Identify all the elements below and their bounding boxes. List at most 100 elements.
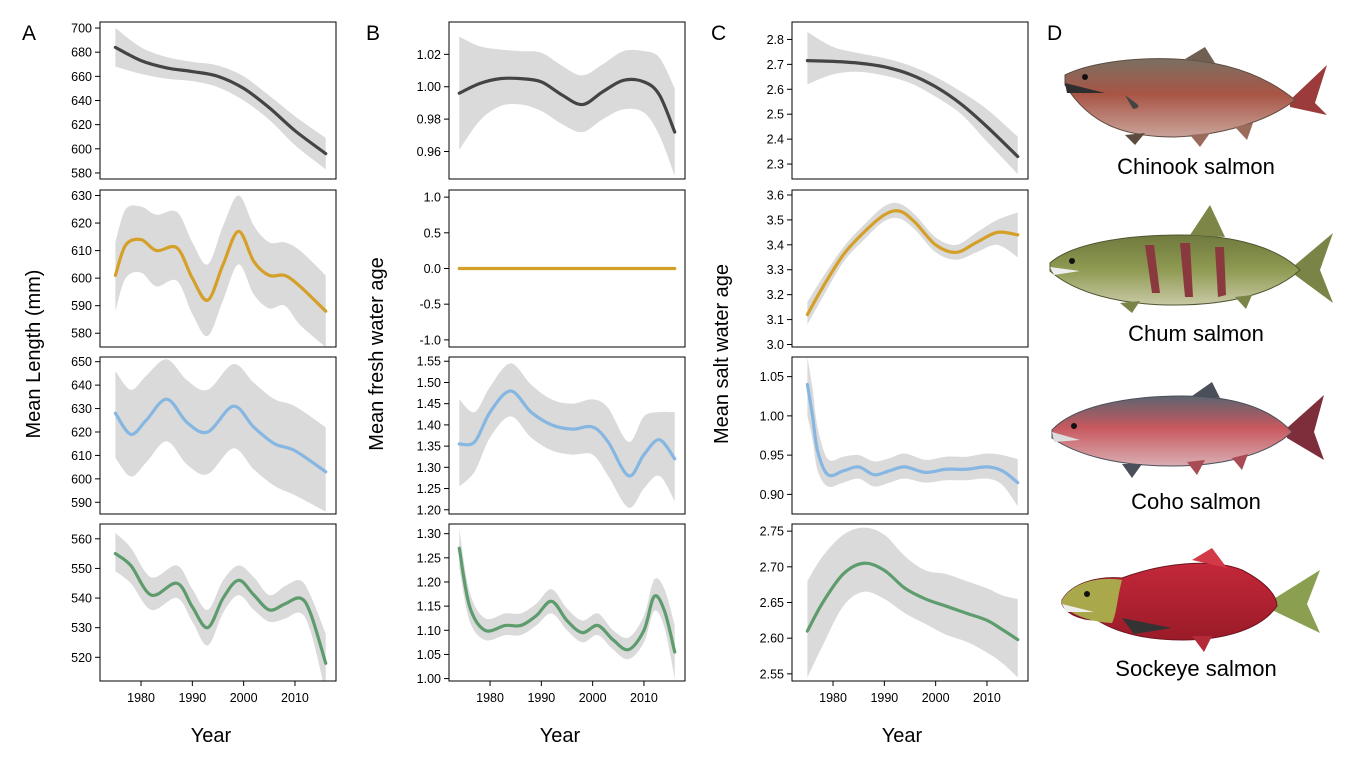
panel-b-coho-plot: 1.20 1.25 1.30 1.35 1.40 1.45 1.50 1.55 [417,355,686,517]
panel-c-sockeye-confidence-band [807,527,1018,678]
panel-b-chinook-trend-line [457,76,677,134]
x-axis-label-b: Year [540,725,581,747]
y-tick-label: 580 [71,327,92,341]
y-tick-label: 520 [71,651,92,665]
panel-a-sockeye-confidence-band [115,532,326,681]
y-tick-label: 620 [71,425,92,439]
x-tick-label: 2010 [630,691,658,705]
y-tick-label: 540 [71,592,92,606]
y-tick-label: 2.65 [760,596,784,610]
y-tick-label: 590 [71,299,92,313]
coho-salmon-illustration [1051,382,1324,478]
panel-c-coho-frame [791,356,1029,515]
y-tick-label: 3.5 [767,213,784,227]
panel-a-chinook-trend-line [113,45,328,156]
y-tick-label: 3.6 [767,188,784,202]
y-tick-label: 2.55 [760,667,784,681]
panel-a-sockeye-frame [99,523,337,682]
panel-a-chum-frame [99,189,337,348]
y-tick-label: 640 [71,94,92,108]
species-panel: Chinook salmon Chum salmon Coho salmon S… [1049,47,1333,681]
x-tick-label: 1990 [178,691,206,705]
y-tick-label: 1.05 [760,370,784,384]
y-tick-label: 590 [71,496,92,510]
panel-letter-c: C [711,22,726,45]
panel-letter-d: D [1047,22,1062,45]
panel-a-sockeye-trend-line [113,552,328,665]
y-tick-label: 2.8 [767,33,784,47]
panel-b-sockeye-trend-line [457,546,677,654]
x-tick-label: 1980 [127,691,155,705]
y-tick-label: 3.4 [767,238,784,252]
chum-salmon-illustration [1049,205,1333,313]
species-name-chinook: Chinook salmon [1117,154,1275,179]
x-tick-label: 1980 [476,691,504,705]
y-tick-label: 3.2 [767,288,784,302]
x-tick-label: 2000 [922,691,950,705]
y-tick-label: 530 [71,621,92,635]
panel-a-chum-trend-line [113,229,328,313]
y-tick-label: 560 [71,532,92,546]
panel-b-sockeye-frame [448,523,686,682]
panel-c-chum-plot: 3.0 3.1 3.2 3.3 3.4 3.5 3.6 [767,188,1029,352]
panel-b-chinook-confidence-band [459,36,675,176]
sockeye-salmon-illustration [1061,548,1320,652]
y-tick-label: 1.35 [417,440,441,454]
panel-c-chum-confidence-band [807,202,1018,325]
panel-c-chinook-trend-line [805,59,1020,159]
y-tick-label: 0.95 [760,449,784,463]
y-tick-label: -1.0 [419,333,441,347]
y-tick-label: 0.90 [760,488,784,502]
y-tick-label: 580 [71,166,92,180]
x-tick-label: 2000 [230,691,258,705]
y-tick-label: 1.50 [417,376,441,390]
x-tick-label: 1980 [819,691,847,705]
panel-b-coho-frame [448,356,686,515]
y-tick-label: -0.5 [419,298,441,312]
y-tick-label: 550 [71,562,92,576]
y-tick-label: 3.0 [767,338,784,352]
y-tick-label: 600 [71,272,92,286]
y-tick-label: 1.00 [417,80,441,94]
panel-b-sockeye-plot: 1.00 1.05 1.10 1.15 1.20 1.25 1.30 1980 1990 2000… [417,523,686,705]
y-tick-label: 1.45 [417,397,441,411]
y-tick-label: 650 [71,355,92,369]
y-tick-label: 1.25 [417,551,441,565]
y-tick-label: 1.30 [417,461,441,475]
species-name-coho: Coho salmon [1131,489,1261,514]
panel-c-chum-trend-line [805,209,1020,317]
panel-b-chinook-frame [448,21,686,180]
y-tick-label: 680 [71,46,92,60]
y-tick-label: 620 [71,217,92,231]
y-tick-label: 1.30 [417,527,441,541]
y-tick-label: 0.96 [417,145,441,159]
panel-a-coho-plot: 590 600 610 620 630 640 650 [71,355,337,515]
y-tick-label: 610 [71,449,92,463]
y-tick-label: 0.0 [424,262,441,276]
y-tick-label: 600 [71,472,92,486]
panel-a-chinook-confidence-band [115,28,326,170]
panel-a-chum-plot: 580 590 600 610 620 630 [71,189,337,348]
panel-a-chinook-plot: 580 600 620 640 660 680 700 [71,21,337,180]
panel-b-chinook-plot: 0.96 0.98 1.00 1.02 [417,21,686,180]
y-tick-label: 700 [71,22,92,36]
y-axis-label-c: Mean salt water age [711,264,733,444]
y-tick-label: 1.02 [417,48,441,62]
panel-b-coho-trend-line [457,389,677,478]
y-tick-label: 2.7 [767,58,784,72]
y-tick-label: 2.4 [767,133,784,147]
panel-c-coho-trend-line [805,382,1020,485]
panel-a-coho-confidence-band [115,359,326,512]
y-tick-label: 1.55 [417,355,441,369]
y-tick-label: 2.3 [767,158,784,172]
y-tick-label: 630 [71,189,92,203]
panel-a-coho-trend-line [113,397,328,474]
y-tick-label: 1.40 [417,418,441,432]
panel-letter-b: B [366,22,380,45]
chinook-salmon-illustration [1064,47,1327,147]
y-axis-label-a: Mean Length (mm) [23,270,45,439]
x-axis-label-a: Year [191,725,232,747]
panel-c-coho-plot: 0.90 0.95 1.00 1.05 [760,356,1029,515]
panel-c-sockeye-plot: 2.55 2.60 2.65 2.70 2.75 1980 1990 2000 2010 [760,523,1029,705]
